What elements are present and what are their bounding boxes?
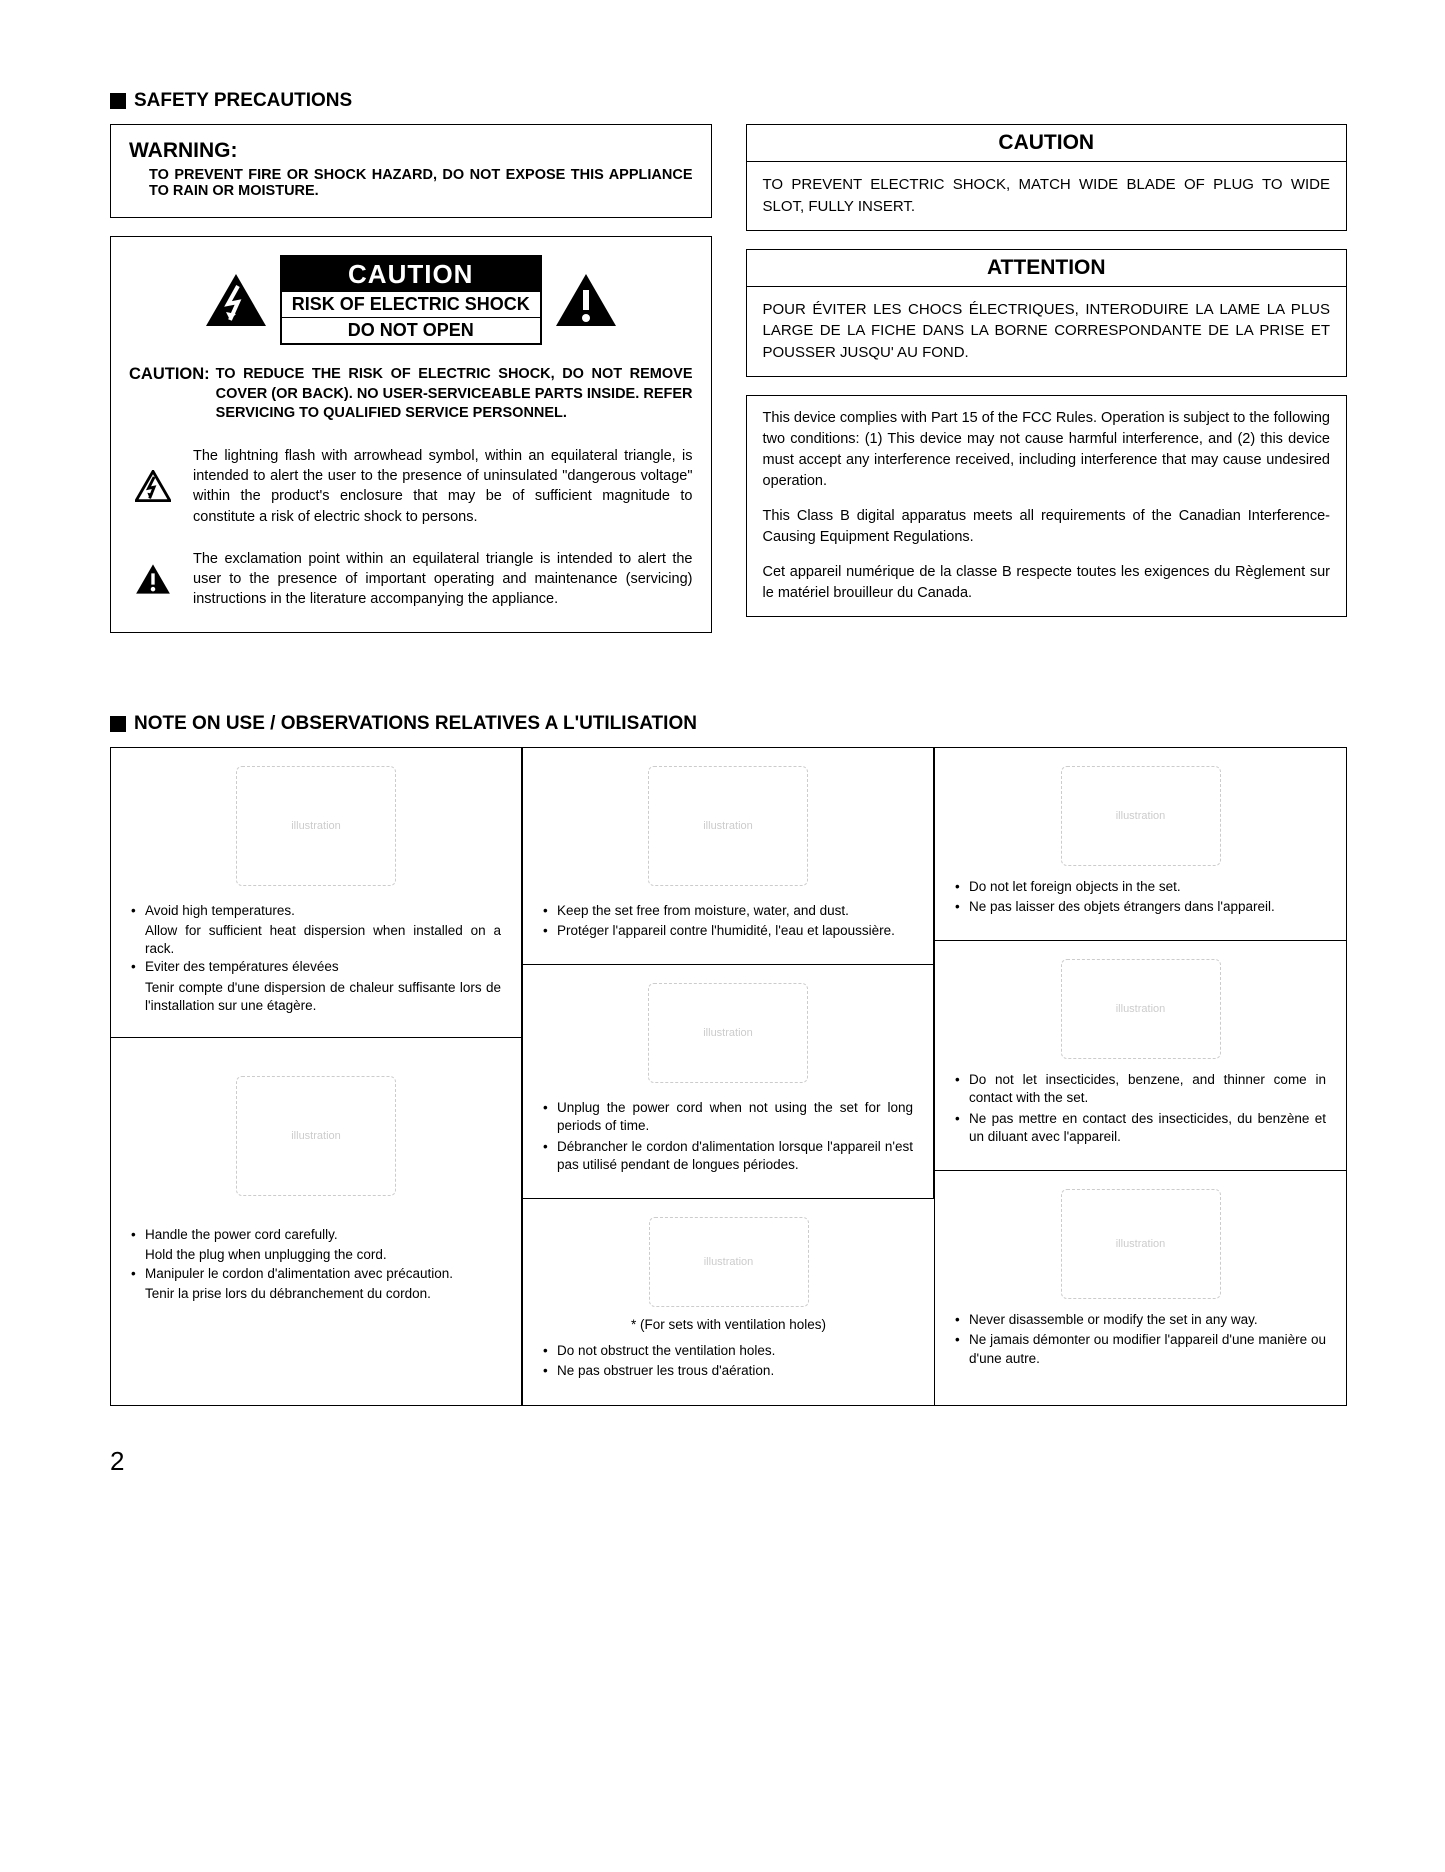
top-two-columns: WARNING: TO PREVENT FIRE OR SHOCK HAZARD… xyxy=(110,124,1347,633)
right-column: CAUTION TO PREVENT ELECTRIC SHOCK, MATCH… xyxy=(746,124,1348,633)
note-cell-chemicals: illustration Do not let insecticides, be… xyxy=(935,941,1346,1171)
note-chem-en: Do not let insecticides, benzene, and th… xyxy=(955,1071,1326,1107)
warning-title: WARNING: xyxy=(129,139,693,163)
note-cell-disassemble: illustration Never disassemble or modify… xyxy=(935,1171,1346,1392)
warning-body: TO PREVENT FIRE OR SHOCK HAZARD, DO NOT … xyxy=(129,167,693,199)
caution-plate-line1: RISK OF ELECTRIC SHOCK xyxy=(282,292,540,318)
symbol-lightning-desc: The lightning flash with arrowhead symbo… xyxy=(193,446,693,527)
note-disasm-fr: Ne jamais démonter ou modifier l'apparei… xyxy=(955,1331,1326,1367)
note-heat-en: Avoid high temperatures. xyxy=(131,902,501,920)
illustration-moisture-icon: illustration xyxy=(648,766,808,886)
attention-box-body: POUR ÉVITER LES CHOCS ÉLECTRIQUES, INTER… xyxy=(747,287,1347,376)
square-bullet-icon xyxy=(110,716,126,732)
fcc-p2: This Class B digital apparatus meets all… xyxy=(763,506,1331,548)
illustration-heat-icon: illustration xyxy=(236,766,396,886)
left-column: WARNING: TO PREVENT FIRE OR SHOCK HAZARD… xyxy=(110,124,712,633)
illustration-ventilation-icon: illustration xyxy=(649,1217,809,1307)
caution-plate-header: CAUTION xyxy=(282,257,540,292)
note-vent-en: Do not obstruct the ventilation holes. xyxy=(543,1342,914,1360)
illustration-plug-icon: illustration xyxy=(648,983,808,1083)
note-cord-fr-sub: Tenir la prise lors du débranchement du … xyxy=(131,1285,501,1303)
symbol-exclaim-desc: The exclamation point within an equilate… xyxy=(193,549,693,610)
caution-instruction-row: CAUTION: TO REDUCE THE RISK OF ELECTRIC … xyxy=(129,365,693,424)
caution-label: CAUTION: xyxy=(129,365,210,424)
caution-plate-row: CAUTION RISK OF ELECTRIC SHOCK DO NOT OP… xyxy=(129,255,693,345)
symbol-exclaim-row: The exclamation point within an equilate… xyxy=(129,549,693,610)
attention-box: ATTENTION POUR ÉVITER LES CHOCS ÉLECTRIQ… xyxy=(746,249,1348,377)
caution-box-title: CAUTION xyxy=(747,125,1347,162)
caution-text: TO REDUCE THE RISK OF ELECTRIC SHOCK, DO… xyxy=(216,365,693,424)
note-foreign-en: Do not let foreign objects in the set. xyxy=(955,878,1326,896)
section-heading-notes: NOTE ON USE / OBSERVATIONS RELATIVES A L… xyxy=(110,713,1347,735)
note-moisture-en: Keep the set free from moisture, water, … xyxy=(543,902,913,920)
note-cord-fr: Manipuler le cordon d'alimentation avec … xyxy=(131,1265,501,1283)
illustration-unplug-icon: illustration xyxy=(236,1076,396,1196)
fcc-p1: This device complies with Part 15 of the… xyxy=(763,408,1331,492)
note-disasm-en: Never disassemble or modify the set in a… xyxy=(955,1311,1326,1329)
note-cell-unplug-long: illustration Unplug the power cord when … xyxy=(523,965,934,1199)
illustration-foreign-object-icon: illustration xyxy=(1061,766,1221,866)
notes-col-a: illustration Avoid high temperatures. Al… xyxy=(111,748,523,1405)
note-cell-ventilation: illustration * (For sets with ventilatio… xyxy=(523,1199,934,1404)
caution-main-box: CAUTION RISK OF ELECTRIC SHOCK DO NOT OP… xyxy=(110,236,712,633)
note-unplug-fr: Débrancher le cordon d'alimentation lors… xyxy=(543,1138,913,1174)
note-cell-moisture: illustration Keep the set free from mois… xyxy=(523,748,934,965)
illustration-disassemble-icon: illustration xyxy=(1061,1189,1221,1299)
caution-plate-line2: DO NOT OPEN xyxy=(282,318,540,343)
note-cord-en: Handle the power cord carefully. xyxy=(131,1226,501,1244)
attention-box-title: ATTENTION xyxy=(747,250,1347,287)
notes-col-c: illustration Do not let foreign objects … xyxy=(935,748,1346,1405)
note-heat-fr-sub: Tenir compte d'une dispersion de chaleur… xyxy=(131,979,501,1015)
note-foreign-fr: Ne pas laisser des objets étrangers dans… xyxy=(955,898,1326,916)
note-vent-fr: Ne pas obstruer les trous d'aération. xyxy=(543,1362,914,1380)
note-unplug-en: Unplug the power cord when not using the… xyxy=(543,1099,913,1135)
notes-section: NOTE ON USE / OBSERVATIONS RELATIVES A L… xyxy=(110,713,1347,1406)
note-cell-cord: illustration Handle the power cord caref… xyxy=(111,1038,522,1404)
note-cord-en-sub: Hold the plug when unplugging the cord. xyxy=(131,1246,501,1264)
notes-col-b: illustration Keep the set free from mois… xyxy=(523,748,935,1405)
note-cell-foreign: illustration Do not let foreign objects … xyxy=(935,748,1346,941)
note-ventilation-star: * (For sets with ventilation holes) xyxy=(543,1317,914,1332)
illustration-spray-icon: illustration xyxy=(1061,959,1221,1059)
note-cell-heat: illustration Avoid high temperatures. Al… xyxy=(111,748,522,1038)
fcc-compliance-box: This device complies with Part 15 of the… xyxy=(746,395,1348,617)
square-bullet-icon xyxy=(110,93,126,109)
section-heading-safety: SAFETY PRECAUTIONS xyxy=(110,90,1347,112)
lightning-triangle-icon xyxy=(129,446,177,527)
page-number: 2 xyxy=(110,1446,1347,1477)
safety-heading-text: SAFETY PRECAUTIONS xyxy=(134,90,352,112)
note-moisture-fr: Protéger l'appareil contre l'humidité, l… xyxy=(543,922,913,940)
fcc-p3: Cet appareil numérique de la classe B re… xyxy=(763,562,1331,604)
lightning-triangle-icon xyxy=(204,272,268,328)
warning-box: WARNING: TO PREVENT FIRE OR SHOCK HAZARD… xyxy=(110,124,712,218)
notes-heading-text: NOTE ON USE / OBSERVATIONS RELATIVES A L… xyxy=(134,713,697,735)
caution-box-right: CAUTION TO PREVENT ELECTRIC SHOCK, MATCH… xyxy=(746,124,1348,231)
notes-grid: illustration Avoid high temperatures. Al… xyxy=(110,747,1347,1406)
note-heat-en-sub: Allow for sufficient heat dispersion whe… xyxy=(131,922,501,958)
exclaim-triangle-icon xyxy=(554,272,618,328)
note-chem-fr: Ne pas mettre en contact des insecticide… xyxy=(955,1110,1326,1146)
symbol-lightning-row: The lightning flash with arrowhead symbo… xyxy=(129,446,693,527)
caution-box-body: TO PREVENT ELECTRIC SHOCK, MATCH WIDE BL… xyxy=(747,162,1347,230)
caution-plate: CAUTION RISK OF ELECTRIC SHOCK DO NOT OP… xyxy=(280,255,542,345)
note-heat-fr: Eviter des températures élevées xyxy=(131,958,501,976)
exclaim-triangle-icon xyxy=(129,549,177,610)
